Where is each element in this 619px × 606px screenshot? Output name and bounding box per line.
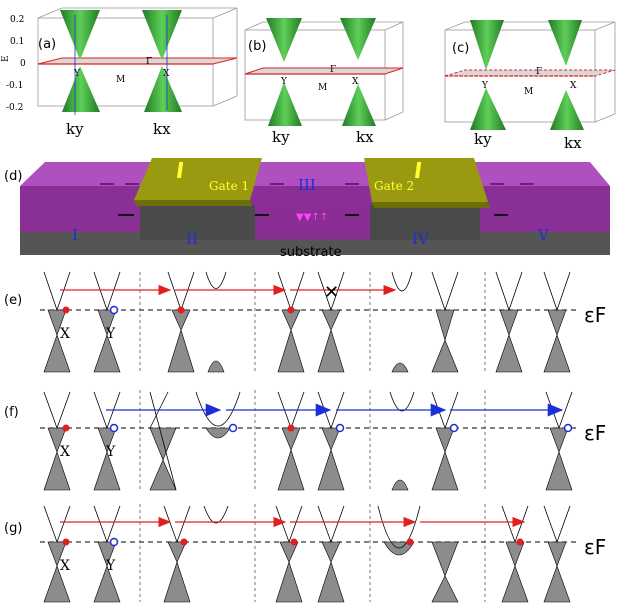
energy-axis-label: E [1, 55, 11, 62]
panel-label: (e) [4, 293, 22, 308]
fermi-level-label: εF [584, 421, 606, 445]
band-row-e: (e) ✕ X [4, 271, 606, 373]
panel-c: (c) Γ M Y X ky kx [444, 20, 616, 152]
e-tick: 0 [20, 59, 26, 69]
y-valley-label: Y [105, 326, 116, 342]
gate-2-label: Gate 2 [374, 179, 414, 193]
panel-label: (a) [38, 37, 56, 52]
panel-b: (b) Γ M Y X ky kx [244, 18, 404, 146]
gate-1-label: Gate 1 [209, 179, 249, 193]
ky-label: ky [66, 120, 84, 138]
panel-label: (c) [452, 41, 469, 56]
m-label: M [116, 75, 125, 85]
gamma-label: Γ [536, 67, 542, 77]
region-v-label: V [537, 226, 550, 244]
x-point-label: X [163, 69, 170, 79]
band-row-f: (f) [4, 390, 606, 491]
fermi-level-label: εF [584, 303, 606, 327]
y-valley-label: Y [105, 558, 116, 574]
x-point-label: X [352, 77, 359, 87]
x-valley-label: X [60, 558, 70, 574]
e-tick: 0.1 [10, 37, 24, 47]
y-valley-label: Y [105, 444, 116, 460]
y-point-label: Y [481, 81, 489, 91]
substrate-label: substrate [280, 245, 342, 260]
kx-label: kx [153, 120, 171, 138]
kx-label: kx [356, 128, 374, 146]
region-iii-label: III [298, 176, 316, 194]
device: Gate 1 Gate 2 ▼▼↑↑ (d) I II III IV V sub… [4, 158, 610, 260]
x-point-label: X [570, 81, 577, 91]
e-tick: -0.2 [6, 103, 23, 113]
ky-label: ky [272, 128, 290, 146]
e-tick: 0.2 [10, 15, 24, 25]
x-valley-label: X [60, 444, 70, 460]
panel-a: 0.2 0.1 0 -0.1 -0.2 E (a) Γ M Y X ky kx [1, 7, 238, 138]
kx-label: kx [564, 134, 582, 152]
e-tick: -0.1 [6, 81, 23, 91]
spin-arrows: ▼▼↑↑ [296, 212, 328, 223]
ky-label: ky [474, 130, 492, 148]
region-iv-label: IV [412, 230, 430, 248]
panel-label: (g) [4, 521, 22, 536]
fermi-level-label: εF [584, 535, 606, 559]
panel-label: (b) [248, 39, 266, 54]
m-label: M [318, 83, 327, 93]
panel-label: (f) [4, 405, 19, 420]
region-i-label: I [72, 226, 78, 244]
gamma-label: Γ [330, 65, 336, 75]
y-point-label: Y [73, 69, 81, 79]
m-label: M [524, 87, 533, 97]
band-row-g: (g) [4, 504, 606, 603]
gamma-label: Γ [146, 57, 152, 67]
x-valley-label: X [60, 326, 70, 342]
panel-label: (d) [4, 169, 22, 184]
blocked-mark: ✕ [324, 282, 339, 303]
y-point-label: Y [280, 77, 288, 87]
region-ii-label: II [186, 230, 198, 248]
